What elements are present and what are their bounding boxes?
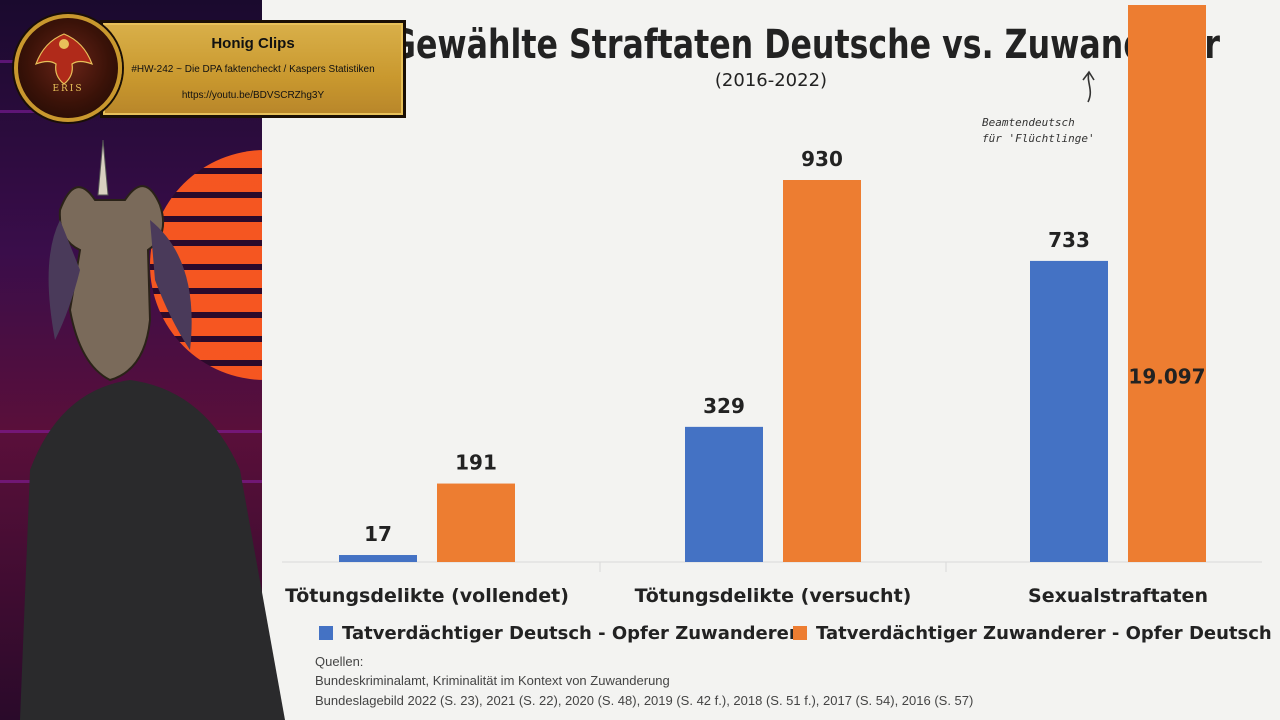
logo-text: ERIS <box>52 84 84 94</box>
coat-shape <box>20 380 285 720</box>
legend-swatch-series-1 <box>319 626 333 640</box>
legend-label-series-1: Tatverdächtiger Deutsch - Opfer Zuwander… <box>342 623 798 644</box>
chart-title: Gewählte Straftaten Deutsche vs. Zuwande… <box>390 22 1220 68</box>
bar-value-label: 191 <box>455 451 497 475</box>
annotation-arrow <box>1082 70 1095 103</box>
bar-series-1-1 <box>339 555 417 562</box>
bar-chart: Gewählte Straftaten Deutsche vs. Zuwande… <box>282 5 1272 708</box>
sources-line1: Bundeskriminalamt, Kriminalität im Konte… <box>315 673 670 688</box>
bar-value-label: 19.097 <box>1128 365 1205 389</box>
overlay-subtitle: #HW-242 ~ Die DPA faktencheckt / Kaspers… <box>131 64 375 75</box>
category-label: Sexualstraftaten <box>1028 585 1208 607</box>
annotation-line2: für 'Flüchtlinge' <box>982 132 1095 145</box>
bar-series-2-2 <box>783 180 861 562</box>
unicorn-head <box>58 185 164 382</box>
bar-series-2-3 <box>1128 5 1206 562</box>
bar-series-1-3 <box>1030 260 1108 562</box>
bar-value-label: 17 <box>364 522 392 546</box>
legend-label-series-2: Tatverdächtiger Zuwanderer - Opfer Deuts… <box>816 623 1272 644</box>
unicorn-horn <box>97 140 109 196</box>
annotation-line1: Beamtendeutsch <box>982 116 1075 129</box>
bar-value-label: 930 <box>801 147 843 171</box>
sources-line2: Bundeslagebild 2022 (S. 23), 2021 (S. 22… <box>315 693 973 708</box>
category-label: Tötungsdelikte (vollendet) <box>285 585 569 607</box>
chart-panel: Gewählte Straftaten Deutsche vs. Zuwande… <box>262 0 1280 720</box>
overlay-title: Honig Clips <box>211 35 295 52</box>
unicorn-mane <box>48 220 80 340</box>
category-label: Tötungsdelikte (versucht) <box>635 585 912 607</box>
bars-group: 17 329 733 191 930 19.097 <box>339 5 1206 562</box>
bar-value-label: 733 <box>1048 228 1090 252</box>
sources-label: Quellen: <box>315 654 363 669</box>
bar-series-2-1 <box>437 483 515 562</box>
unicorn-character <box>20 140 285 720</box>
channel-overlay: Honig Clips #HW-242 ~ Die DPA faktenchec… <box>14 14 406 122</box>
overlay-card: Honig Clips #HW-242 ~ Die DPA faktenchec… <box>100 20 406 118</box>
logo-emblem-icon <box>34 33 94 85</box>
legend-swatch-series-2 <box>793 626 807 640</box>
chart-subtitle: (2016-2022) <box>715 70 827 91</box>
eris-logo: ERIS <box>14 14 122 122</box>
overlay-url[interactable]: https://youtu.be/BDVSCRZhg3Y <box>181 90 325 101</box>
unicorn-mane <box>150 220 192 350</box>
bar-value-label: 329 <box>703 394 745 418</box>
bar-series-1-2 <box>685 426 763 562</box>
